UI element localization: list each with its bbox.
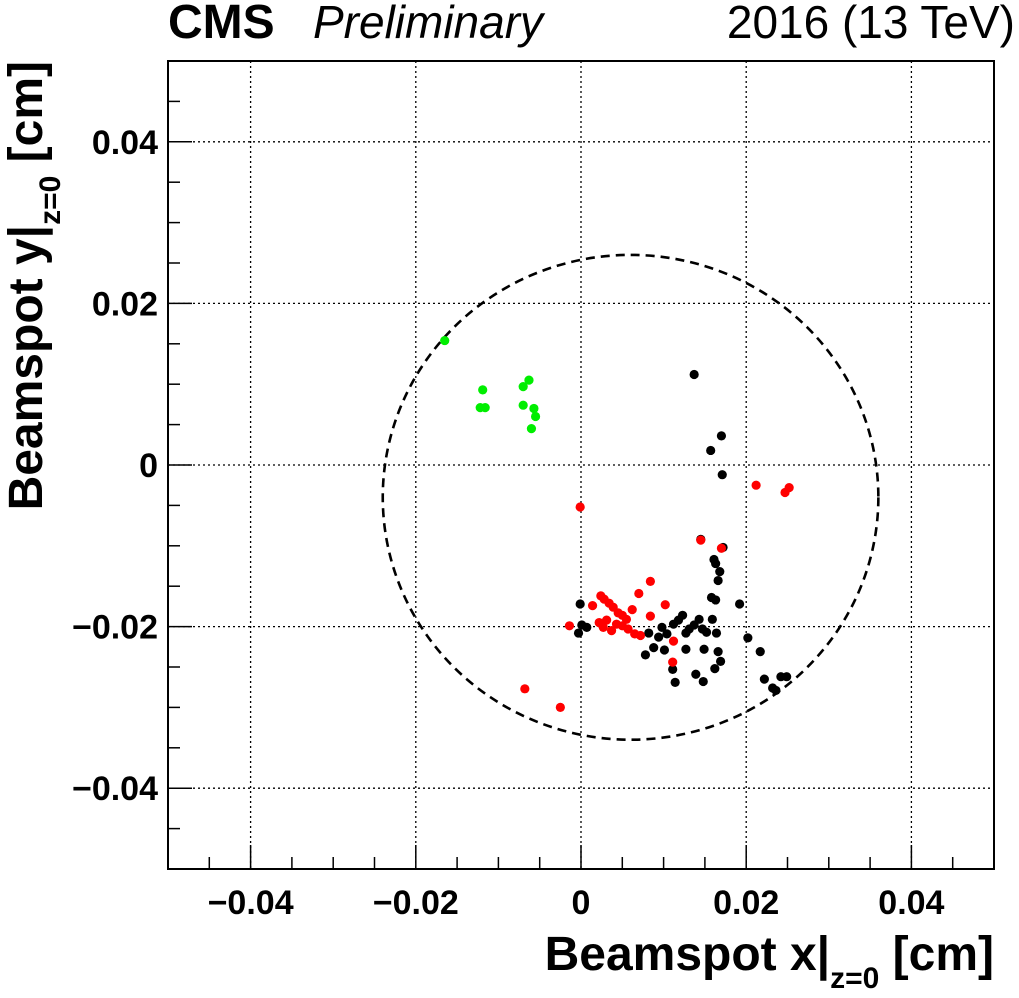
data-point-series-2 [524, 375, 534, 385]
data-point-series-0 [717, 470, 727, 480]
data-point-series-0 [670, 677, 680, 687]
x-axis-title-main: Beamspot x| [545, 928, 831, 981]
data-point-series-0 [668, 664, 678, 675]
y-axis-title-sub: z=0 [34, 176, 67, 225]
data-point-series-0 [582, 622, 592, 633]
data-point-series-1 [606, 626, 617, 636]
data-point-series-1 [635, 630, 646, 641]
data-point-series-0 [573, 628, 584, 638]
data-point-series-2 [529, 403, 539, 414]
data-point-series-0 [649, 643, 659, 653]
data-point-series-0 [716, 431, 727, 441]
data-point-series-1 [634, 588, 644, 599]
x-tick-label: 0 [572, 884, 591, 922]
data-point-series-2 [480, 403, 490, 413]
data-point-series-1 [668, 636, 679, 646]
axis-ticks [167, 60, 995, 870]
data-point-series-1 [716, 543, 727, 553]
data-point-series-1 [623, 624, 633, 634]
data-point-series-0 [711, 595, 721, 605]
data-point-series-1 [751, 480, 761, 490]
y-axis-title-main: Beamspot y| [0, 225, 53, 511]
data-point-series-0 [711, 628, 722, 638]
data-point-series-1 [668, 657, 678, 667]
y-tick-label: 0.02 [92, 285, 158, 323]
y-tick-label: −0.02 [72, 609, 158, 647]
data-point-series-1 [660, 600, 670, 610]
data-point-series-1 [627, 605, 637, 615]
data-point-series-2 [518, 382, 528, 392]
data-point-series-0 [689, 369, 699, 380]
data-point-series-0 [709, 554, 719, 565]
data-point-series-0 [698, 676, 708, 687]
x-axis-title-unit: [cm] [879, 928, 994, 981]
data-point-series-1 [520, 684, 530, 694]
data-point-series-0 [734, 599, 745, 609]
data-point-series-0 [715, 656, 726, 666]
data-point-series-0 [657, 622, 667, 633]
data-point-series-2 [440, 335, 450, 346]
data-point-series-1 [598, 622, 608, 633]
data-point-series-0 [713, 647, 723, 657]
x-axis-title-sub: z=0 [830, 962, 879, 995]
y-tick-label: 0 [139, 447, 158, 485]
data-point-series-1 [696, 535, 706, 545]
data-point-series-0 [706, 445, 716, 456]
data-point-series-0 [759, 674, 769, 684]
data-point-series-0 [662, 629, 672, 639]
data-point-series-0 [640, 650, 651, 660]
reference-circle [381, 253, 880, 742]
data-point-series-0 [755, 647, 765, 657]
data-point-series-0 [715, 567, 725, 577]
data-point-series-2 [530, 411, 541, 422]
run-label: 2016 (13 TeV) [727, 0, 1015, 48]
tick-labels: −0.04 −0.02 0 0.02 0.04 −0.04 −0.02 0 0.02 0.04 [72, 124, 945, 922]
data-point-series-0 [575, 599, 585, 609]
data-point-series-0 [659, 645, 670, 655]
data-point-series-0 [694, 614, 704, 624]
data-point-series-1 [575, 502, 585, 512]
data-point-series-0 [644, 628, 654, 638]
data-point-series-0 [699, 644, 709, 654]
data-point-series-0 [743, 633, 753, 643]
data-point-series-0 [782, 672, 792, 682]
data-point-series-2 [518, 400, 528, 410]
data-point-series-0 [677, 610, 688, 620]
x-tick-label: 0.04 [878, 884, 944, 922]
data-point-series-1 [602, 615, 612, 625]
y-tick-label: 0.04 [92, 124, 158, 162]
data-point-series-2 [478, 385, 488, 395]
x-tick-label: −0.02 [373, 884, 459, 922]
y-axis-title-unit: [cm] [0, 61, 53, 176]
x-axis-title: Beamspot x|z=0 [cm] [545, 928, 994, 995]
data-point-series-0 [681, 644, 691, 654]
data-point-series-0 [654, 632, 664, 642]
status-label: Preliminary [313, 0, 546, 48]
experiment-label: CMS [168, 0, 275, 49]
x-tick-label: 0.02 [713, 884, 779, 922]
data-point-series-0 [710, 664, 720, 674]
plot-frame [167, 60, 995, 870]
data-points [440, 335, 794, 713]
y-tick-label: −0.04 [72, 770, 158, 808]
y-axis-title: Beamspot y|z=0 [cm] [0, 61, 67, 510]
data-point-series-1 [587, 600, 598, 611]
data-point-series-1 [645, 576, 655, 586]
data-point-series-1 [645, 611, 655, 621]
reference-circle-layer [381, 253, 880, 742]
data-point-series-1 [784, 483, 794, 493]
data-point-series-0 [713, 575, 723, 586]
data-point-series-0 [707, 614, 717, 624]
x-tick-label: −0.04 [208, 884, 294, 922]
data-point-series-1 [555, 702, 565, 713]
data-point-series-1 [564, 621, 575, 631]
data-point-series-0 [701, 627, 712, 637]
data-point-series-0 [771, 685, 781, 696]
data-point-series-2 [526, 424, 537, 434]
data-point-series-0 [691, 669, 701, 679]
